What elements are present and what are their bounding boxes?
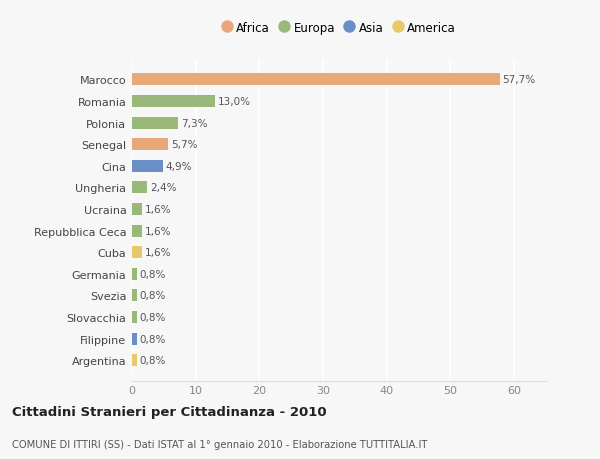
Bar (132, 139, 169, 151)
Text: 1,6%: 1,6% (145, 226, 171, 236)
Text: 0,8%: 0,8% (140, 269, 166, 279)
Text: 1,6%: 1,6% (145, 248, 171, 257)
Text: 7,3%: 7,3% (181, 118, 208, 129)
Bar (132, 247, 142, 258)
Text: COMUNE DI ITTIRI (SS) - Dati ISTAT al 1° gennaio 2010 - Elaborazione TUTTITALIA.: COMUNE DI ITTIRI (SS) - Dati ISTAT al 1°… (12, 440, 427, 449)
Text: 4,9%: 4,9% (166, 162, 192, 171)
Bar (132, 96, 215, 108)
Text: 57,7%: 57,7% (502, 75, 535, 85)
Text: 0,8%: 0,8% (140, 291, 166, 301)
Text: 0,8%: 0,8% (140, 334, 166, 344)
Bar (132, 225, 142, 237)
Text: 13,0%: 13,0% (217, 97, 250, 107)
Bar (132, 268, 137, 280)
Bar (132, 333, 137, 345)
Text: 0,8%: 0,8% (140, 312, 166, 322)
Bar (132, 182, 147, 194)
Bar (132, 204, 142, 215)
Bar (132, 354, 137, 366)
Bar (132, 290, 137, 302)
Text: 2,4%: 2,4% (150, 183, 176, 193)
Legend: Africa, Europa, Asia, America: Africa, Europa, Asia, America (217, 17, 461, 40)
Text: 0,8%: 0,8% (140, 355, 166, 365)
Bar (132, 311, 137, 323)
Text: Cittadini Stranieri per Cittadinanza - 2010: Cittadini Stranieri per Cittadinanza - 2… (12, 405, 326, 419)
Bar (132, 74, 500, 86)
Bar (132, 118, 178, 129)
Bar (132, 161, 163, 173)
Text: 1,6%: 1,6% (145, 205, 171, 214)
Text: 5,7%: 5,7% (171, 140, 197, 150)
